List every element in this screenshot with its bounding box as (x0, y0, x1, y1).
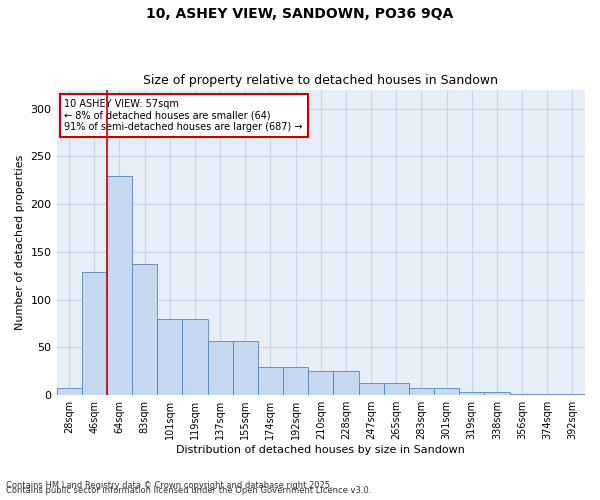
Bar (334, 372, 359, 395)
Bar (535, 394, 560, 395)
Text: Contains public sector information licensed under the Open Government Licence v3: Contains public sector information licen… (6, 486, 371, 495)
Bar (308, 372, 334, 395)
Bar (82, 272, 107, 395)
Text: 10 ASHEY VIEW: 57sqm
← 8% of detached houses are smaller (64)
91% of semi-detach: 10 ASHEY VIEW: 57sqm ← 8% of detached ho… (64, 98, 303, 132)
Bar (434, 388, 459, 395)
Bar (509, 394, 535, 395)
Bar (182, 319, 208, 395)
X-axis label: Distribution of detached houses by size in Sandown: Distribution of detached houses by size … (176, 445, 465, 455)
Text: 10, ASHEY VIEW, SANDOWN, PO36 9QA: 10, ASHEY VIEW, SANDOWN, PO36 9QA (146, 8, 454, 22)
Bar (383, 383, 409, 395)
Bar (459, 392, 484, 395)
Bar (359, 383, 383, 395)
Bar (208, 341, 233, 395)
Bar (132, 264, 157, 395)
Bar (409, 388, 434, 395)
Text: Contains HM Land Registry data © Crown copyright and database right 2025.: Contains HM Land Registry data © Crown c… (6, 481, 332, 490)
Bar (157, 319, 182, 395)
Bar (258, 366, 283, 395)
Bar (484, 392, 509, 395)
Y-axis label: Number of detached properties: Number of detached properties (15, 154, 25, 330)
Bar (233, 341, 258, 395)
Bar (56, 388, 82, 395)
Bar (107, 176, 132, 395)
Title: Size of property relative to detached houses in Sandown: Size of property relative to detached ho… (143, 74, 498, 87)
Bar (283, 366, 308, 395)
Bar (560, 394, 585, 395)
